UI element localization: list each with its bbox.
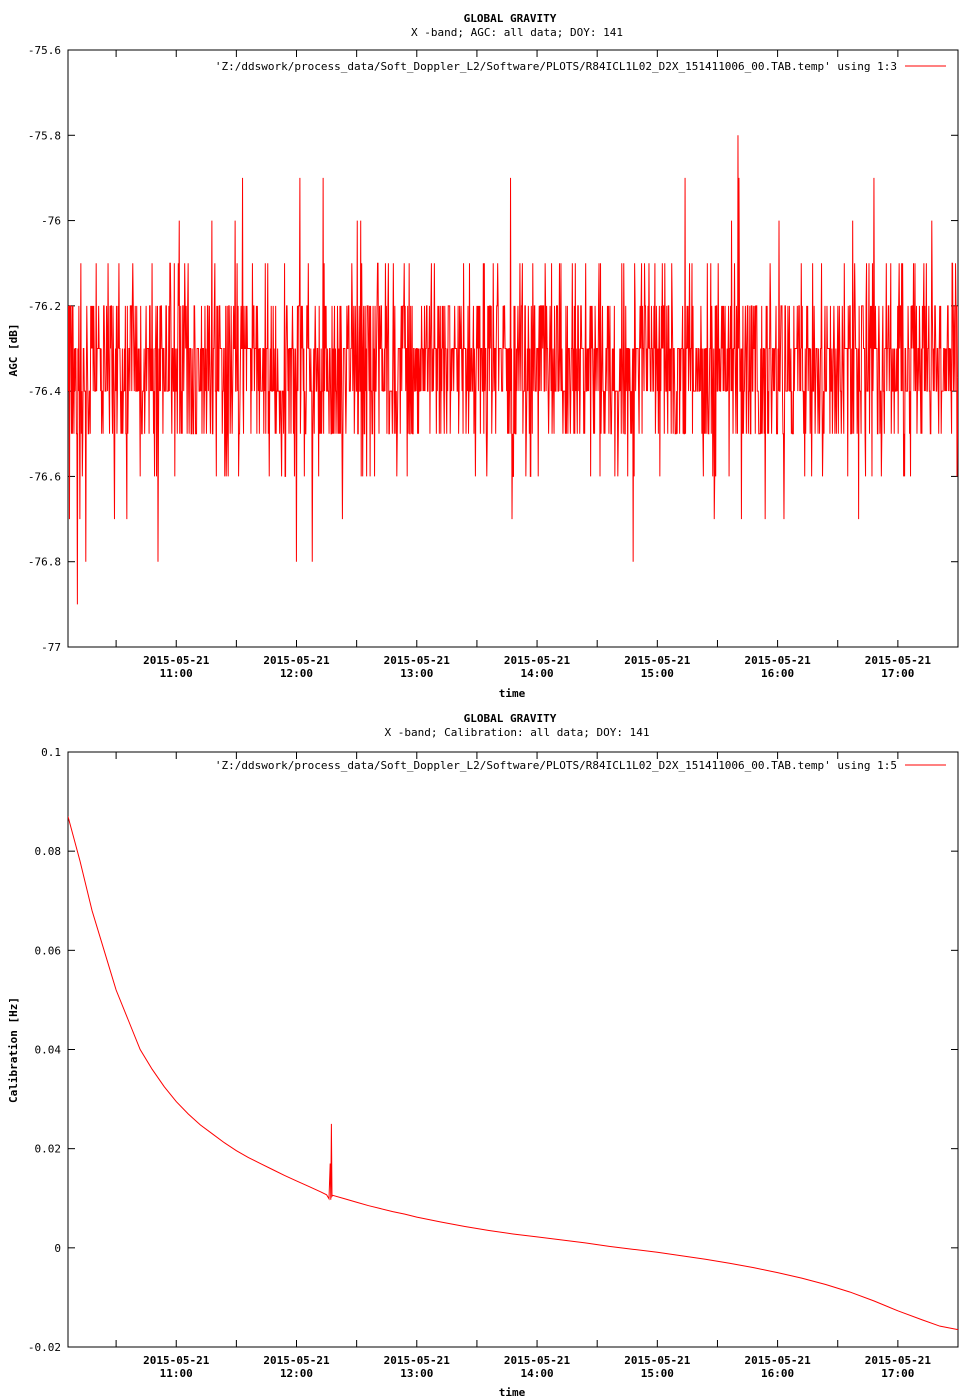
agc-x-tick-date: 2015-05-21 [504,654,571,667]
calibration-y-axis-label: Calibration [Hz] [7,997,20,1103]
agc-y-tick-label: -76.6 [28,470,61,483]
calibration-chart-title: GLOBAL GRAVITY [464,712,557,725]
agc-x-tick-date: 2015-05-21 [384,654,451,667]
agc-x-tick-time: 11:00 [160,667,193,680]
agc-x-tick-date: 2015-05-21 [263,654,330,667]
agc-x-tick-date: 2015-05-21 [143,654,210,667]
agc-y-tick-label: -76 [41,215,61,228]
calibration-chart-subtitle: X -band; Calibration: all data; DOY: 141 [385,726,650,739]
calibration-x-tick-time: 13:00 [400,1367,433,1380]
agc-x-tick-time: 12:00 [280,667,313,680]
agc-y-tick-label: -77 [41,641,61,654]
calibration-x-tick-time: 17:00 [881,1367,914,1380]
agc-y-tick-label: -75.8 [28,129,61,142]
calibration-y-tick-label: 0.02 [35,1143,62,1156]
agc-x-tick-date: 2015-05-21 [624,654,691,667]
calibration-x-tick-date: 2015-05-21 [865,1354,932,1367]
calibration-legend-label: 'Z:/ddswork/process_data/Soft_Doppler_L2… [215,759,897,772]
calibration-x-tick-time: 11:00 [160,1367,193,1380]
calibration-x-axis-label: time [499,1386,526,1399]
agc-legend-label: 'Z:/ddswork/process_data/Soft_Doppler_L2… [215,60,897,73]
agc-x-tick-time: 16:00 [761,667,794,680]
calibration-x-tick-time: 16:00 [761,1367,794,1380]
calibration-x-tick-time: 14:00 [520,1367,553,1380]
calibration-y-tick-label: 0.1 [41,746,61,759]
calibration-x-tick-date: 2015-05-21 [263,1354,330,1367]
agc-x-tick-date: 2015-05-21 [865,654,932,667]
calibration-series-line [68,816,958,1331]
agc-y-axis-label: AGC [dB] [7,324,20,377]
calibration-y-tick-label: 0.04 [35,1044,62,1057]
agc-x-tick-date: 2015-05-21 [744,654,811,667]
agc-x-tick-time: 14:00 [520,667,553,680]
agc-y-tick-label: -76.2 [28,300,61,313]
agc-x-tick-time: 13:00 [400,667,433,680]
agc-y-tick-label: -75.6 [28,44,61,57]
agc-y-tick-label: -76.4 [28,385,61,398]
calibration-x-tick-date: 2015-05-21 [143,1354,210,1367]
calibration-plot-frame [67,751,959,1348]
calibration-x-tick-date: 2015-05-21 [504,1354,571,1367]
calibration-y-tick-label: 0.06 [35,944,62,957]
agc-series-line [68,135,958,605]
agc-x-tick-time: 15:00 [641,667,674,680]
calibration-y-tick-label: -0.02 [28,1341,61,1354]
calibration-x-tick-date: 2015-05-21 [744,1354,811,1367]
agc-x-axis-label: time [499,687,526,700]
agc-y-tick-label: -76.8 [28,556,61,569]
agc-chart: GLOBAL GRAVITY X -band; AGC: all data; D… [7,12,959,700]
agc-chart-title: GLOBAL GRAVITY [464,12,557,25]
agc-x-tick-time: 17:00 [881,667,914,680]
calibration-x-tick-date: 2015-05-21 [624,1354,691,1367]
calibration-y-tick-label: 0.08 [35,845,62,858]
calibration-chart: GLOBAL GRAVITY X -band; Calibration: all… [7,712,959,1399]
calibration-x-tick-time: 15:00 [641,1367,674,1380]
agc-chart-subtitle: X -band; AGC: all data; DOY: 141 [411,26,623,39]
calibration-y-tick-label: 0 [54,1242,61,1255]
calibration-x-tick-time: 12:00 [280,1367,313,1380]
calibration-x-tick-date: 2015-05-21 [384,1354,451,1367]
